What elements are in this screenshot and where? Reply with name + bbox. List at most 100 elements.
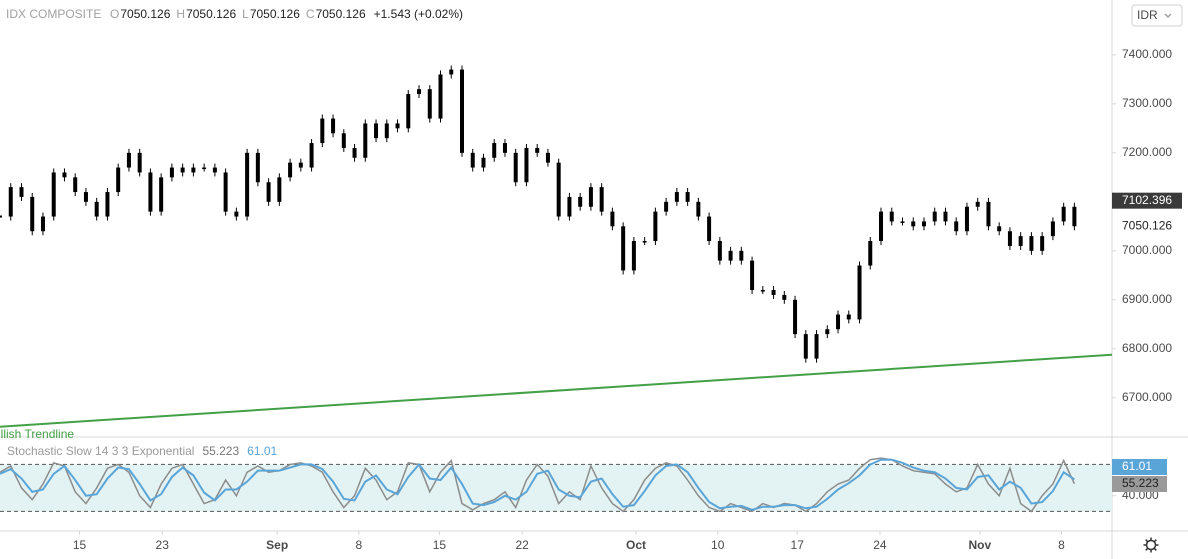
- indicator-badge-box: [1112, 459, 1167, 475]
- candle: [202, 167, 207, 170]
- candle: [19, 187, 24, 197]
- candle: [502, 143, 507, 153]
- candle: [771, 290, 776, 295]
- y-tick-label: 6800.000: [1122, 341, 1172, 355]
- ohlc-value: 7050.126: [186, 7, 236, 21]
- candle: [105, 192, 110, 217]
- candle: [814, 334, 819, 359]
- candle: [868, 241, 873, 266]
- indicator-badge: 55.223: [1122, 476, 1159, 490]
- candle: [1040, 236, 1045, 251]
- candle: [8, 187, 13, 217]
- candle: [159, 177, 164, 212]
- candle: [588, 187, 593, 207]
- y-tick-label: 7200.000: [1122, 145, 1172, 159]
- candle: [137, 152, 142, 173]
- settings-icon-teeth[interactable]: [1143, 537, 1159, 553]
- candle: [1050, 221, 1055, 237]
- candle: [277, 177, 282, 202]
- candle: [1061, 206, 1066, 222]
- candle: [30, 196, 35, 232]
- candle: [750, 260, 755, 291]
- candle: [191, 167, 196, 173]
- candle: [384, 123, 389, 139]
- candle: [169, 167, 174, 178]
- x-tick-label: 17: [791, 538, 805, 552]
- candle: [0, 215, 2, 218]
- candle: [1029, 236, 1034, 251]
- candle: [298, 162, 303, 168]
- ohlc-value: 7050.126: [120, 7, 170, 21]
- dropdown-chevron[interactable]: [1164, 13, 1172, 18]
- candle: [51, 172, 56, 217]
- indicator-badge: 61.01: [1122, 459, 1152, 473]
- candle: [180, 167, 185, 173]
- candle: [803, 334, 808, 359]
- candle: [470, 152, 475, 168]
- candle: [739, 250, 744, 261]
- candles: [0, 65, 1077, 363]
- candle: [610, 211, 615, 227]
- x-tick-label: 8: [356, 538, 363, 552]
- currency-button[interactable]: IDR: [1131, 4, 1183, 27]
- indicator-value: 55.223: [202, 444, 239, 458]
- candle: [94, 201, 99, 217]
- candle: [599, 187, 604, 212]
- candle: [685, 192, 690, 202]
- candle: [245, 152, 250, 217]
- candle: [631, 241, 636, 271]
- candle: [1072, 206, 1077, 227]
- candle: [234, 211, 239, 217]
- candle: [760, 290, 765, 292]
- candle: [331, 118, 336, 134]
- candle: [889, 211, 894, 222]
- candle: [212, 167, 217, 173]
- change-value: +1.543 (+0.02%): [374, 7, 463, 21]
- trendline: [0, 353, 1113, 428]
- candle: [728, 250, 733, 261]
- candle: [556, 162, 561, 217]
- candle: [964, 206, 969, 232]
- symbol-title: IDX COMPOSITE: [6, 7, 101, 21]
- price-badge: 7102.396: [1122, 193, 1172, 207]
- price-badge-box: [1112, 192, 1182, 209]
- currency-label[interactable]: IDR: [1137, 8, 1158, 22]
- candle: [374, 123, 379, 139]
- x-tick-label: 23: [156, 538, 170, 552]
- candle: [911, 221, 916, 227]
- candle: [782, 294, 787, 300]
- candle: [621, 226, 626, 271]
- x-tick-label: Nov: [969, 538, 992, 552]
- candle: [578, 196, 583, 207]
- candle: [116, 167, 121, 193]
- candle: [320, 118, 325, 144]
- ohlc-value: 7050.126: [250, 7, 300, 21]
- indicator-badge-box: [1112, 476, 1167, 492]
- candle: [449, 69, 454, 75]
- stochastic-line: [0, 458, 1075, 511]
- candle: [707, 216, 712, 242]
- x-tick-label: 10: [711, 538, 725, 552]
- candle: [524, 147, 529, 183]
- candle: [255, 152, 260, 183]
- candle: [148, 172, 153, 212]
- candle: [664, 201, 669, 212]
- stochastic-line: [0, 457, 1076, 513]
- candle: [73, 177, 78, 193]
- ohlc-label: H: [176, 7, 185, 21]
- candle: [126, 152, 131, 168]
- candle: [492, 143, 497, 158]
- candle: [1007, 231, 1012, 246]
- candle: [341, 133, 346, 148]
- currency-button-box[interactable]: [1131, 4, 1183, 27]
- settings-button[interactable]: [1143, 537, 1159, 553]
- candle: [459, 69, 464, 153]
- candle: [266, 182, 271, 202]
- x-tick-label: Oct: [626, 538, 646, 552]
- candle: [62, 172, 67, 178]
- candle: [406, 94, 411, 129]
- ohlc-value: 7050.126: [316, 7, 366, 21]
- y-tick-label: 7000.000: [1122, 243, 1172, 257]
- candle: [352, 147, 357, 158]
